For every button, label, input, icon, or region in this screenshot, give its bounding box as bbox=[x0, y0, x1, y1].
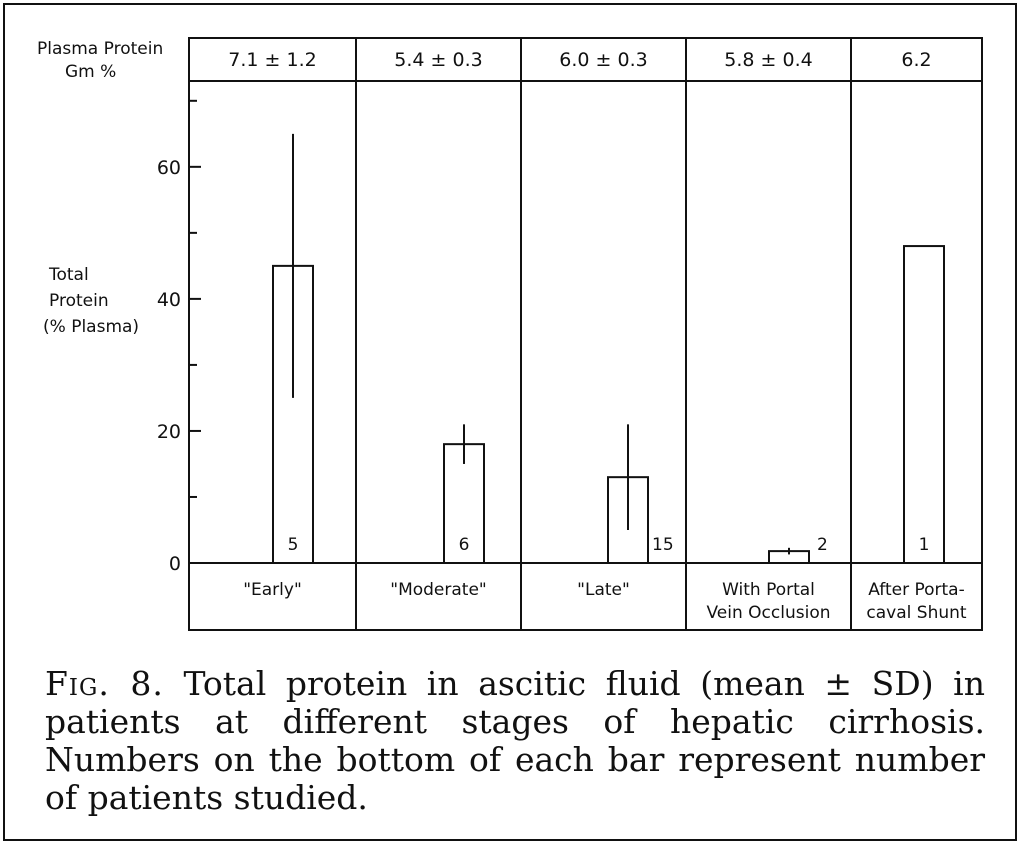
plasma-protein-value-4: 5.8 ± 0.4 bbox=[724, 49, 812, 71]
bar-5 bbox=[903, 245, 945, 565]
category-label-4-line-2: Vein Occlusion bbox=[707, 603, 831, 623]
figure-frame: Total Protein (% Plasma) Plasma Protein … bbox=[3, 3, 1017, 841]
patient-count-3: 15 bbox=[652, 535, 674, 555]
y-tick-label-20: 20 bbox=[157, 421, 181, 443]
plasma-protein-value-2: 5.4 ± 0.3 bbox=[394, 49, 482, 71]
y-axis-ticks: 0 20 40 60 bbox=[157, 99, 201, 575]
plasma-protein-value-1: 7.1 ± 1.2 bbox=[228, 49, 316, 71]
category-label-2-line-1: "Moderate" bbox=[390, 580, 487, 600]
plasma-protein-values: 7.1 ± 1.2 5.4 ± 0.3 6.0 ± 0.3 5.8 ± 0.4 6.2 bbox=[228, 49, 931, 71]
patient-count-2: 6 bbox=[459, 535, 470, 555]
category-label-4-line-1: With Portal bbox=[722, 580, 815, 600]
patient-count-1: 5 bbox=[288, 535, 299, 555]
y-tick-label-40: 40 bbox=[157, 289, 181, 311]
category-label-1-line-1: "Early" bbox=[243, 580, 302, 600]
plasma-protein-header: Plasma Protein Gm % bbox=[37, 39, 163, 82]
y-axis-label: Total Protein (% Plasma) bbox=[43, 265, 139, 337]
y-label-line-2: Protein bbox=[49, 291, 109, 311]
category-label-5-line-1: After Porta- bbox=[868, 580, 964, 600]
category-labels: "Early" "Moderate" "Late" With Portal Vein O… bbox=[243, 580, 967, 623]
y-label-line-1: Total bbox=[48, 265, 89, 285]
y-tick-label-60: 60 bbox=[157, 157, 181, 179]
figure-number: Fig. 8. bbox=[45, 664, 164, 703]
y-tick-label-0: 0 bbox=[169, 553, 181, 575]
plasma-protein-label-line-2: Gm % bbox=[65, 62, 116, 82]
plasma-protein-label-line-1: Plasma Protein bbox=[37, 39, 163, 59]
plasma-protein-value-3: 6.0 ± 0.3 bbox=[559, 49, 647, 71]
figure-caption: Fig. 8. Total protein in ascitic fluid (… bbox=[45, 665, 985, 817]
bar-chart: Total Protein (% Plasma) Plasma Protein … bbox=[37, 37, 983, 631]
patient-count-5: 1 bbox=[919, 535, 930, 555]
plasma-protein-value-5: 6.2 bbox=[901, 49, 931, 71]
bars: 5 6 15 2 1 bbox=[272, 133, 945, 565]
y-label-line-3: (% Plasma) bbox=[43, 317, 139, 337]
patient-count-4: 2 bbox=[817, 535, 828, 555]
chart-frame bbox=[188, 37, 983, 631]
caption-text: Total protein in ascitic fluid (mean ± S… bbox=[45, 664, 985, 817]
category-label-3-line-1: "Late" bbox=[577, 580, 630, 600]
category-label-5-line-2: caval Shunt bbox=[866, 603, 966, 623]
plot-border bbox=[188, 37, 983, 631]
